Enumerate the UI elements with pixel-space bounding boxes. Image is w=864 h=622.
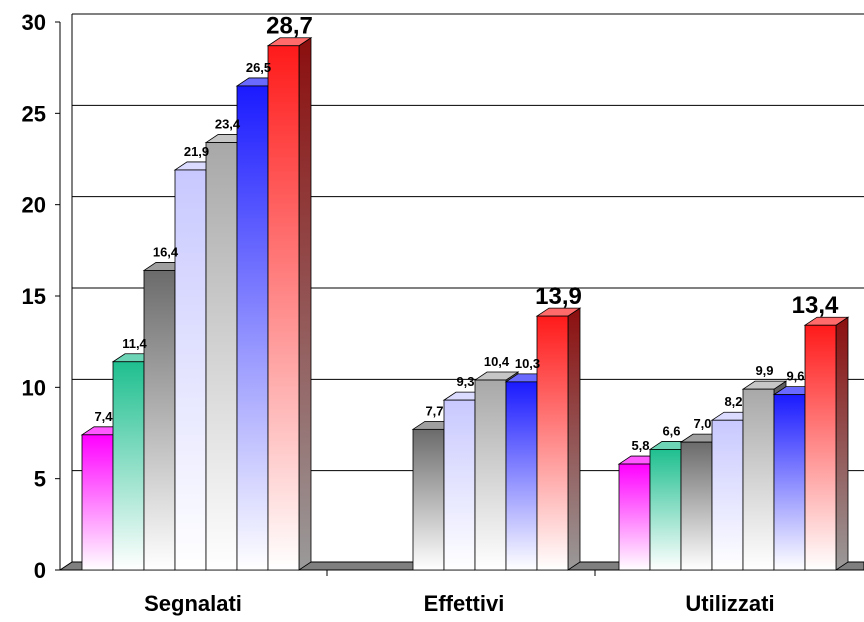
y-tick-label: 5 bbox=[34, 467, 46, 492]
y-tick-label: 30 bbox=[22, 10, 46, 35]
x-tick-label: Effettivi bbox=[424, 591, 505, 616]
x-tick-label: Utilizzati bbox=[685, 591, 774, 616]
data-label: 10,3 bbox=[515, 356, 540, 371]
data-label: 28,7 bbox=[266, 13, 313, 40]
data-labels: 7,4 11,4 16,4 21,9 23,4 26,5 28,7 7,7 9,3 10,4 10,… bbox=[94, 13, 839, 453]
data-label: 9,3 bbox=[456, 374, 474, 389]
data-label: 7,7 bbox=[425, 403, 443, 418]
data-label: 26,5 bbox=[246, 60, 271, 75]
data-label: 7,0 bbox=[693, 416, 711, 431]
data-label: 7,4 bbox=[94, 409, 113, 424]
y-tick-label: 20 bbox=[22, 193, 46, 218]
data-label: 21,9 bbox=[184, 144, 209, 159]
y-tick-label: 0 bbox=[34, 558, 46, 583]
data-label: 16,4 bbox=[153, 244, 179, 259]
data-label: 5,8 bbox=[631, 438, 649, 453]
data-label: 8,2 bbox=[724, 394, 742, 409]
data-label: 13,4 bbox=[792, 292, 839, 319]
y-tick-label: 10 bbox=[22, 375, 46, 400]
bar bbox=[535, 307, 582, 571]
data-label: 13,9 bbox=[535, 283, 582, 310]
y-tick-label: 15 bbox=[22, 284, 46, 309]
data-label: 9,9 bbox=[755, 363, 773, 378]
bar bbox=[803, 316, 850, 571]
x-tick-label: Segnalati bbox=[144, 591, 242, 616]
data-label: 10,4 bbox=[484, 354, 510, 369]
y-tick-label: 25 bbox=[22, 101, 46, 126]
data-label: 11,4 bbox=[122, 336, 147, 351]
data-label: 9,6 bbox=[786, 369, 804, 384]
data-label: 6,6 bbox=[662, 423, 680, 438]
bar bbox=[266, 36, 313, 571]
bars bbox=[80, 36, 850, 571]
data-label: 23,4 bbox=[215, 117, 241, 132]
